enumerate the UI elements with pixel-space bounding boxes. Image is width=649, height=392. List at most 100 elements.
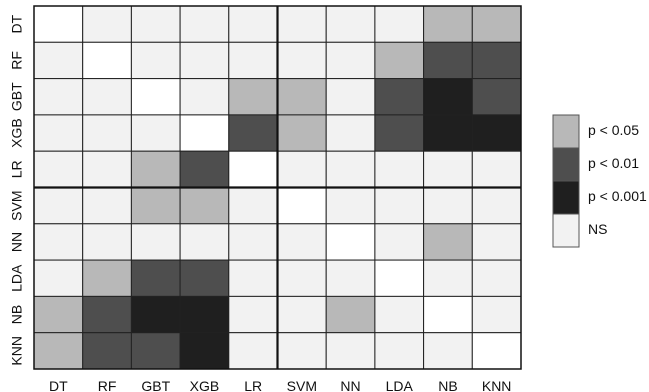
heatmap-cell-dt-gbt	[130, 5, 181, 43]
heatmap-cell-nb-xgb	[179, 295, 230, 334]
heatmap-cells	[33, 5, 522, 370]
heatmap-cell-lr-lda	[374, 150, 425, 188]
heatmap-cell-rf-nn	[325, 41, 376, 80]
heatmap-cell-nn-dt	[33, 223, 84, 261]
legend: p < 0.05 p < 0.01 p < 0.001 NS	[552, 114, 647, 248]
legend-label-p001: p < 0.001	[588, 188, 647, 204]
heatmap-cell-gbt-rf	[82, 78, 132, 116]
heatmap-cell-lda-xgb	[179, 259, 230, 297]
heatmap-cell-lda-rf	[82, 259, 132, 297]
heatmap-cell-xgb-nn	[325, 114, 376, 152]
heatmap-cell-svm-rf	[82, 187, 132, 225]
heatmap-cell-nb-rf	[82, 295, 132, 334]
heatmap-cell-rf-rf	[82, 41, 132, 80]
heatmap-cell-nn-nb	[423, 223, 473, 261]
heatmap-cell-lda-nn	[325, 259, 376, 297]
heatmap-cell-rf-gbt	[130, 41, 181, 80]
heatmap-cell-nb-nb	[423, 295, 473, 334]
heatmap-cell-rf-lr	[228, 41, 279, 80]
heatmap-cell-svm-gbt	[130, 187, 181, 225]
heatmap-cell-rf-dt	[33, 41, 84, 80]
heatmap-cell-lda-svm	[277, 259, 327, 297]
y-tick-label-gbt: GBT	[9, 82, 25, 111]
heatmap-cell-xgb-rf	[82, 114, 132, 152]
y-tick-label-lda: LDA	[9, 264, 25, 292]
heatmap-cell-lr-dt	[33, 150, 84, 188]
heatmap-cell-lr-nn	[325, 150, 376, 188]
y-tick-label-svm: SVM	[9, 190, 25, 220]
heatmap-cell-dt-svm	[277, 5, 327, 43]
heatmap-cell-dt-nn	[325, 5, 376, 43]
heatmap-cell-lr-rf	[82, 150, 132, 188]
heatmap-cell-gbt-knn	[471, 78, 522, 116]
legend-swatch-p01	[552, 147, 580, 182]
heatmap-cell-xgb-knn	[471, 114, 522, 152]
heatmap-cell-nn-lr	[228, 223, 279, 261]
heatmap-cell-lda-gbt	[130, 259, 181, 297]
heatmap-cell-dt-lda	[374, 5, 425, 43]
heatmap-cell-lr-lr	[228, 150, 279, 188]
heatmap-cell-lr-nb	[423, 150, 473, 188]
heatmap-cell-svm-nn	[325, 187, 376, 225]
heatmap-cell-gbt-lr	[228, 78, 279, 116]
y-axis-ticks: DT RF GBT XGB LR SVM NN LDA NB KNN	[9, 14, 25, 365]
heatmap-cell-svm-lr	[228, 187, 279, 225]
heatmap-cell-lda-nb	[423, 259, 473, 297]
legend-label-ns: NS	[588, 221, 607, 237]
heatmap-cell-xgb-dt	[33, 114, 84, 152]
heatmap-cell-rf-svm	[277, 41, 327, 80]
x-axis-ticks: DT RF GBT XGB LR SVM NN LDA NB KNN	[49, 378, 511, 392]
heatmap-cell-nn-gbt	[130, 223, 181, 261]
heatmap-cell-nn-lda	[374, 223, 425, 261]
x-tick-label-nb: NB	[438, 378, 457, 392]
heatmap-cell-xgb-gbt	[130, 114, 181, 152]
x-tick-label-dt: DT	[49, 378, 68, 392]
heatmap-cell-svm-xgb	[179, 187, 230, 225]
heatmap-cell-nb-lda	[374, 295, 425, 334]
y-tick-label-nn: NN	[9, 232, 25, 252]
heatmap-cell-nn-xgb	[179, 223, 230, 261]
heatmap-cell-nn-rf	[82, 223, 132, 261]
heatmap-cell-gbt-xgb	[179, 78, 230, 116]
heatmap-cell-nb-dt	[33, 295, 84, 334]
x-tick-label-lr: LR	[244, 378, 262, 392]
heatmap-cell-xgb-svm	[277, 114, 327, 152]
heatmap-cell-xgb-xgb	[179, 114, 230, 152]
heatmap-cell-xgb-lr	[228, 114, 279, 152]
heatmap-cell-nn-svm	[277, 223, 327, 261]
heatmap-cell-gbt-nn	[325, 78, 376, 116]
heatmap-cell-knn-nb	[423, 332, 473, 370]
heatmap-cell-rf-xgb	[179, 41, 230, 80]
heatmap-cell-xgb-lda	[374, 114, 425, 152]
heatmap-cell-svm-nb	[423, 187, 473, 225]
heatmap-cell-dt-xgb	[179, 5, 230, 43]
heatmap-cell-gbt-dt	[33, 78, 84, 116]
heatmap-cell-nb-svm	[277, 295, 327, 334]
y-tick-label-dt: DT	[9, 14, 25, 33]
heatmap-cell-lda-lr	[228, 259, 279, 297]
heatmap-cell-gbt-svm	[277, 78, 327, 116]
heatmap-cell-svm-dt	[33, 187, 84, 225]
x-tick-label-knn: KNN	[482, 378, 512, 392]
group-dividers	[34, 6, 521, 369]
heatmap-cell-dt-rf	[82, 5, 132, 43]
heatmap-cell-rf-knn	[471, 41, 522, 80]
heatmap-cell-knn-knn	[471, 332, 522, 370]
heatmap-cell-rf-lda	[374, 41, 425, 80]
heatmap-cell-knn-dt	[33, 332, 84, 370]
heatmap-cell-lr-xgb	[179, 150, 230, 188]
heatmap-cell-xgb-nb	[423, 114, 473, 152]
heatmap-cell-nn-nn	[325, 223, 376, 261]
heatmap-cell-svm-knn	[471, 187, 522, 225]
heatmap-cell-knn-svm	[277, 332, 327, 370]
heatmap-cell-lda-knn	[471, 259, 522, 297]
x-tick-label-svm: SVM	[287, 378, 317, 392]
x-tick-label-xgb: XGB	[190, 378, 220, 392]
heatmap-cell-lr-gbt	[130, 150, 181, 188]
heatmap-cell-lda-lda	[374, 259, 425, 297]
legend-swatch-ns	[552, 213, 580, 248]
heatmap-cell-dt-knn	[471, 5, 522, 43]
heatmap-cell-knn-rf	[82, 332, 132, 370]
heatmap-cell-knn-lr	[228, 332, 279, 370]
heatmap-cell-svm-lda	[374, 187, 425, 225]
